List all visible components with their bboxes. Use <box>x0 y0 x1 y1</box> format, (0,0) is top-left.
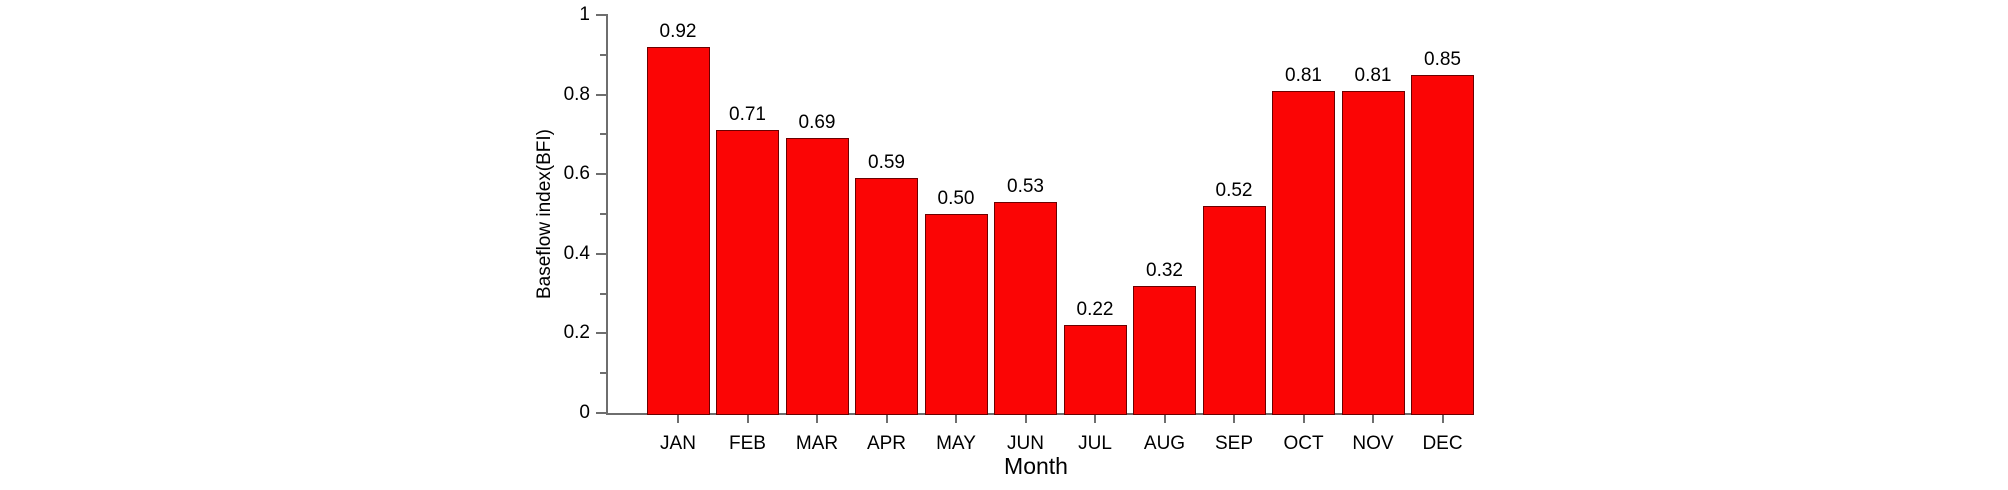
x-axis-tick <box>1302 415 1305 423</box>
bar-dec <box>1411 74 1474 415</box>
y-axis-tick-label: 1 <box>579 4 590 25</box>
y-axis-minor-tick <box>600 53 606 56</box>
bar-jun <box>994 202 1057 415</box>
x-axis-tick-label: DEC <box>1422 433 1463 454</box>
x-axis-tick-label: NOV <box>1352 433 1394 454</box>
y-axis-minor-tick <box>600 372 606 375</box>
bar-value-label: 0.81 <box>1285 64 1322 86</box>
bar-jan <box>646 46 710 415</box>
bar-jul <box>1063 325 1127 415</box>
x-axis-tick <box>1441 415 1444 423</box>
bar-value-label: 0.81 <box>1354 64 1392 86</box>
x-axis-tick-label: JUN <box>1007 433 1044 454</box>
x-axis-tick-label: JAN <box>660 433 696 454</box>
x-axis-tick <box>1233 415 1235 423</box>
y-axis-title: Baseflow index(BFI) <box>534 128 555 300</box>
y-axis-tick-label: 0.8 <box>563 83 590 105</box>
x-axis-tick-label: APR <box>866 433 907 454</box>
x-axis-tick <box>677 415 679 423</box>
bar-value-label: 0.69 <box>798 112 836 134</box>
x-axis-tick-label: SEP <box>1214 433 1254 454</box>
x-axis-tick-label: MAR <box>795 433 839 454</box>
x-axis-tick-label: FEB <box>729 433 766 454</box>
y-axis-major-tick <box>596 173 606 176</box>
x-axis-tick <box>885 415 888 423</box>
bar-value-label: 0.22 <box>1076 299 1114 321</box>
bar-feb <box>716 130 779 415</box>
bar-apr <box>855 178 918 415</box>
y-axis-tick-label: 0.2 <box>563 322 590 344</box>
bar-value-label: 0.59 <box>868 152 905 174</box>
y-axis-minor-tick <box>600 213 606 215</box>
x-axis-title: Month <box>1004 453 1068 479</box>
bar-may <box>924 214 988 415</box>
y-axis-major-tick <box>596 252 606 255</box>
x-axis-tick <box>1163 415 1166 423</box>
x-axis-tick <box>816 415 818 423</box>
y-axis-minor-tick <box>600 292 606 295</box>
y-axis-major-tick <box>596 412 606 414</box>
bar-value-label: 0.92 <box>659 20 697 42</box>
x-axis-tick <box>1024 415 1027 423</box>
y-axis-major-tick <box>596 93 606 96</box>
bar-sep <box>1202 206 1266 415</box>
x-axis-tick-label: JUL <box>1078 433 1112 454</box>
bar-aug <box>1133 285 1196 415</box>
x-axis-tick-label: AUG <box>1143 433 1186 454</box>
x-axis-tick <box>746 415 749 423</box>
bar-value-label: 0.85 <box>1424 48 1461 70</box>
bar-value-label: 0.53 <box>1007 176 1044 198</box>
y-axis-tick-label: 0 <box>579 402 590 423</box>
y-axis-tick-label: 0.6 <box>563 163 590 185</box>
x-axis-tick-label: OCT <box>1283 433 1324 454</box>
x-axis-tick <box>1372 415 1374 423</box>
bar-value-label: 0.32 <box>1146 259 1183 281</box>
y-axis-line <box>606 14 608 415</box>
bar-mar <box>785 138 849 415</box>
x-axis-tick <box>955 415 957 423</box>
y-axis-tick-label: 0.4 <box>563 242 590 264</box>
y-axis-minor-tick <box>600 133 606 136</box>
x-axis-tick <box>1094 415 1096 423</box>
x-axis-tick-label: MAY <box>936 433 976 454</box>
bar-nov <box>1341 90 1405 415</box>
y-axis-major-tick <box>596 14 606 16</box>
y-axis-major-tick <box>596 332 606 335</box>
bar-oct <box>1272 90 1335 415</box>
bar-value-label: 0.71 <box>729 104 766 126</box>
bar-value-label: 0.50 <box>937 188 975 209</box>
bar-value-label: 0.52 <box>1215 180 1253 202</box>
